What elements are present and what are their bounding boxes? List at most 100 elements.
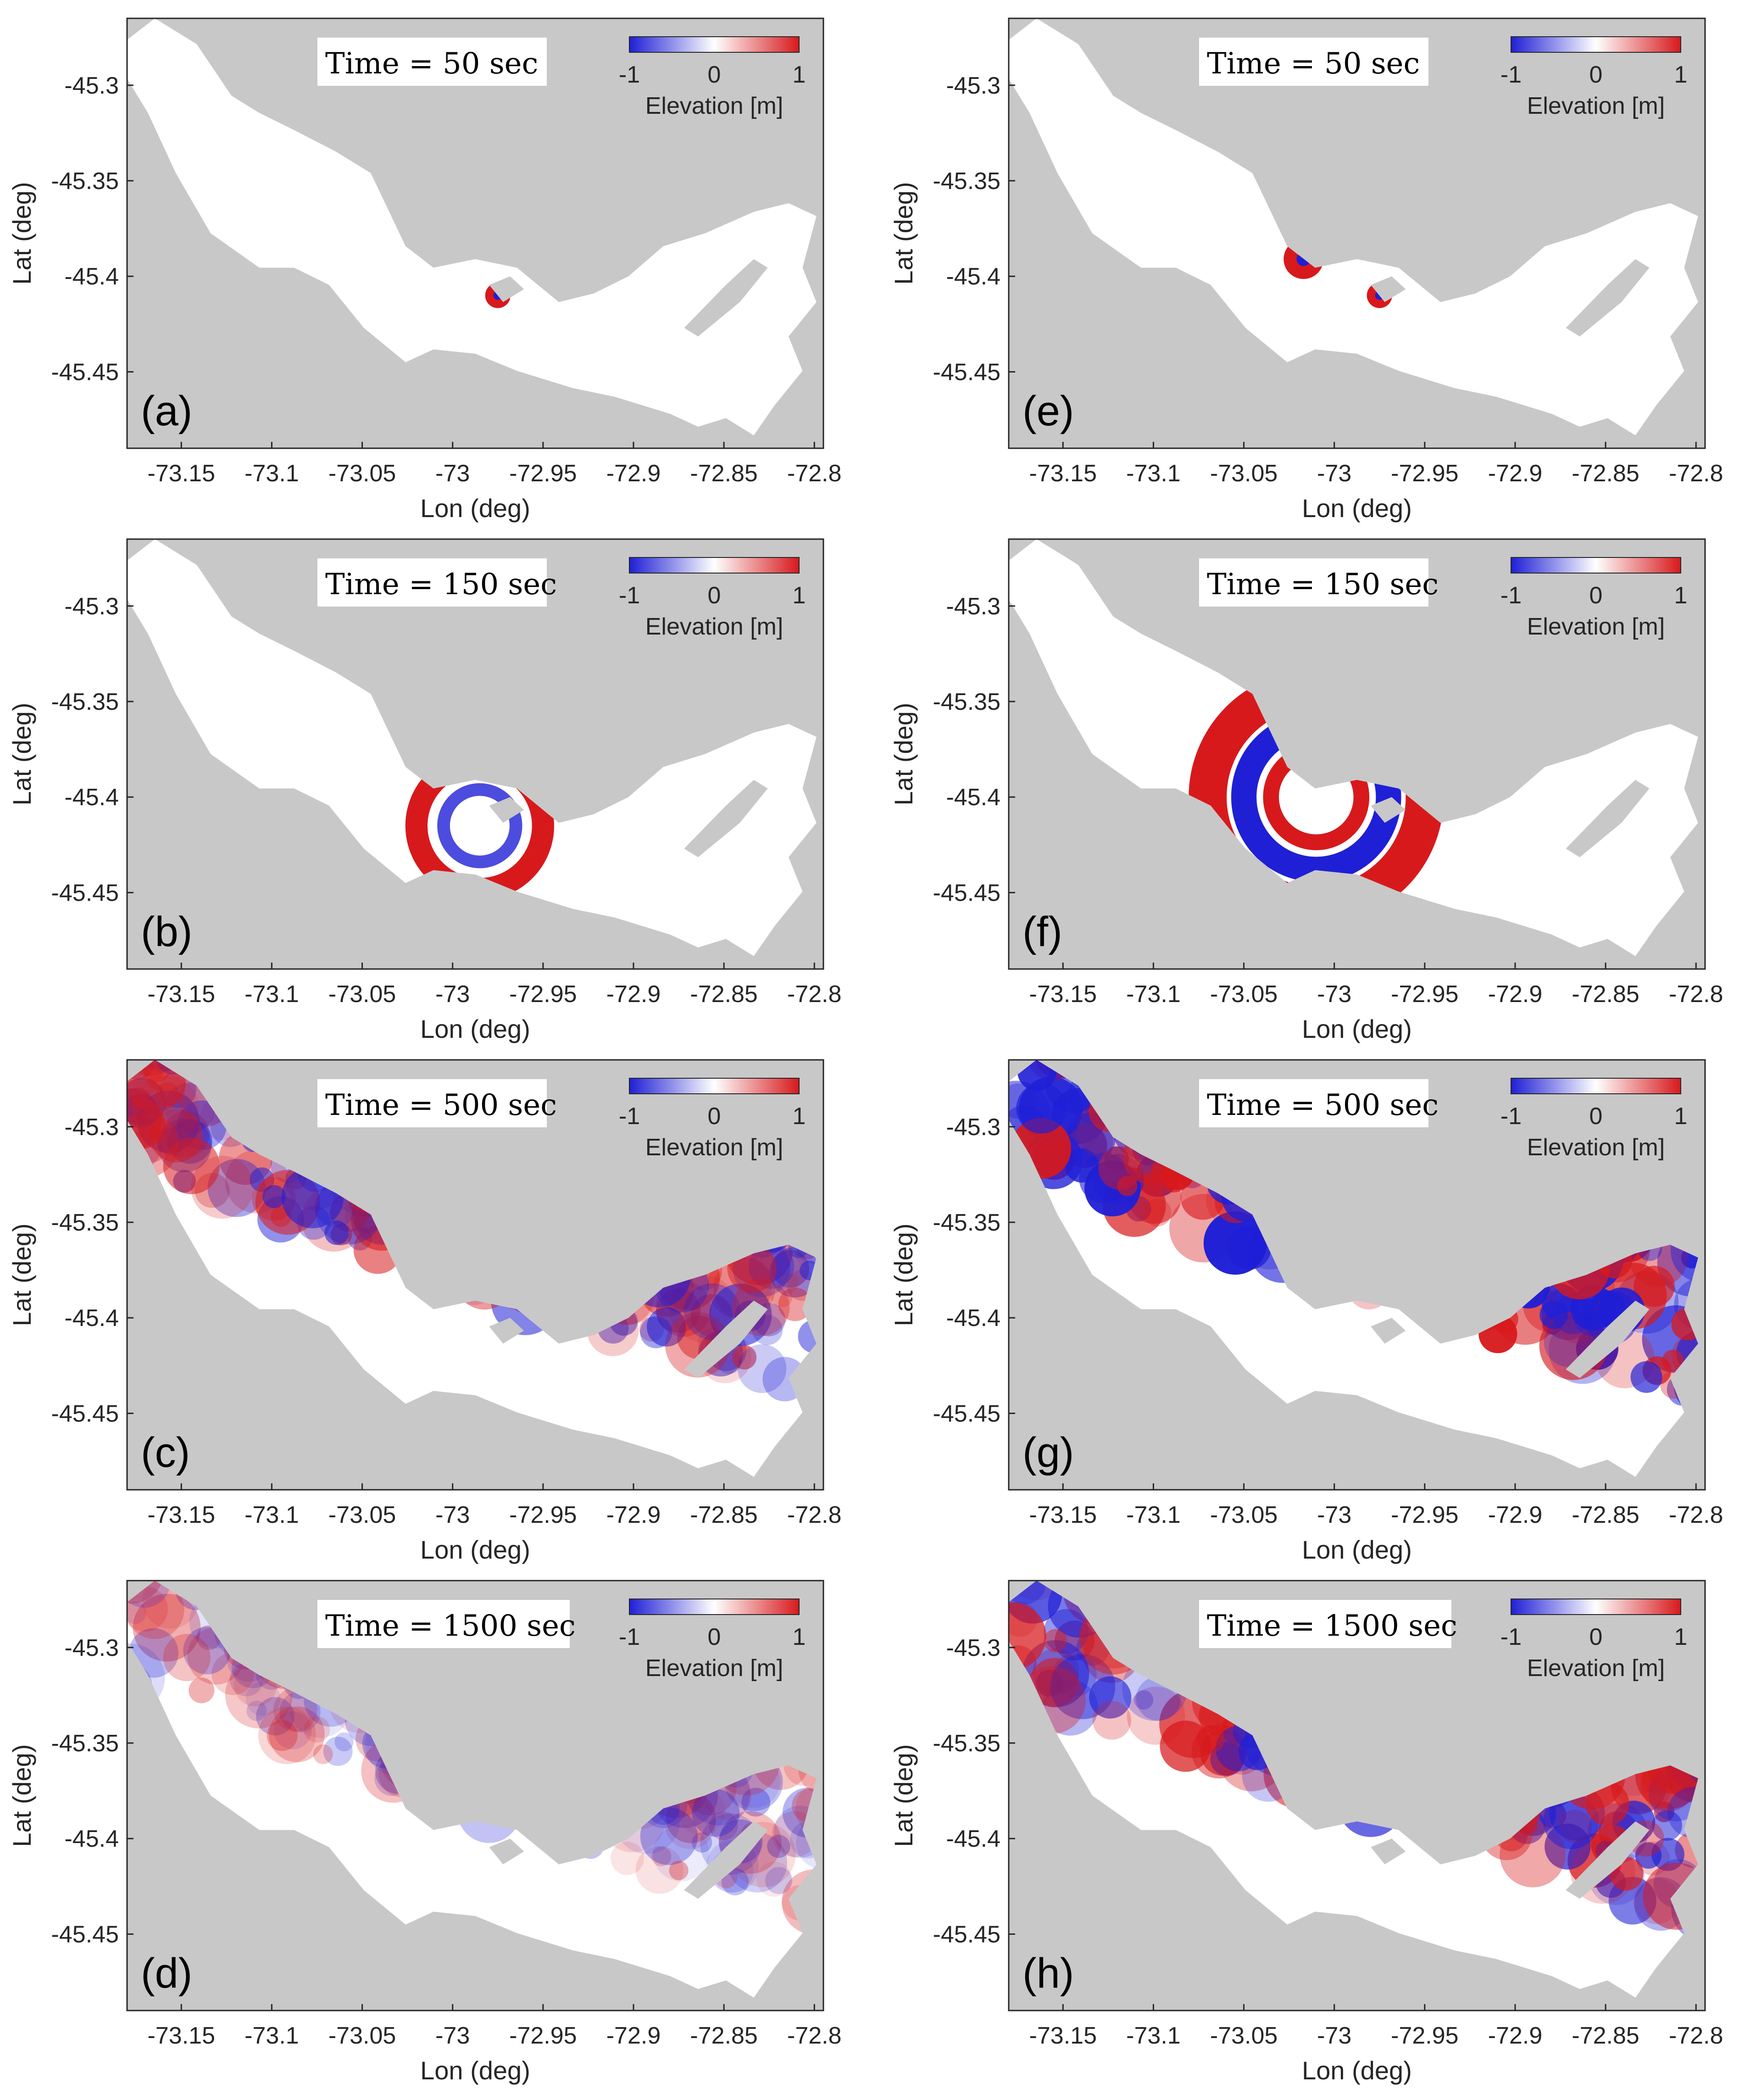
elevation-blob	[640, 1807, 698, 1865]
x-tick-label: -72.95	[509, 981, 577, 1008]
x-tick-label: -73.05	[1210, 2022, 1278, 2049]
elevation-blob	[1092, 1701, 1132, 1740]
elevation-blob	[709, 1811, 738, 1840]
colorbar-tick: 0	[1589, 1103, 1603, 1130]
time-label-box	[1199, 38, 1428, 86]
x-tick-label: -73	[1317, 1502, 1351, 1528]
elevation-blob	[127, 1601, 146, 1624]
island	[489, 276, 524, 302]
panel-label: (g)	[1022, 1429, 1074, 1476]
colorbar-tick: -1	[1500, 1624, 1522, 1650]
y-axis-label: Lat (deg)	[889, 702, 918, 805]
x-tick-label: -73.05	[328, 981, 396, 1008]
elevation-blob	[245, 1681, 281, 1716]
elevation-blob	[279, 1691, 321, 1732]
elevation-blob	[767, 1834, 790, 1858]
island	[1371, 276, 1406, 302]
x-tick-label: -72.95	[1391, 2022, 1458, 2049]
x-tick-label: -73	[435, 460, 470, 487]
elevation-blob	[778, 1272, 799, 1293]
y-tick-label: -45.35	[933, 168, 1000, 195]
x-tick-label: -72.95	[509, 460, 577, 487]
x-tick-label: -72.9	[606, 460, 661, 487]
elevation-blob	[1134, 1690, 1154, 1710]
colorbar-tick: 0	[708, 1103, 721, 1130]
x-tick-label: -73.1	[244, 981, 299, 1008]
y-tick-label: -45.35	[51, 1209, 119, 1236]
y-axis-label: Lat (deg)	[7, 702, 36, 805]
colorbar: -1 0 1 Elevation [m]	[1500, 557, 1687, 640]
colorbar-tick: -1	[1500, 1103, 1522, 1130]
colorbar-label: Elevation [m]	[1527, 1134, 1665, 1161]
colorbar-tick: -1	[1500, 582, 1522, 609]
elevation-blob	[749, 1243, 794, 1289]
elevation-blob	[721, 1868, 749, 1895]
island	[1566, 780, 1650, 858]
elevation-blob	[1539, 1301, 1568, 1329]
colorbar-tick: 0	[1589, 1624, 1603, 1650]
x-tick-label: -72.9	[606, 1502, 661, 1528]
elevation-blob	[741, 1788, 771, 1817]
x-tick-label: -72.95	[509, 2022, 577, 2049]
colorbar-tick: 1	[793, 582, 806, 609]
colorbar-tick: 1	[793, 1103, 806, 1130]
y-tick-label: -45.45	[51, 1921, 119, 1948]
x-tick-label: -73.15	[148, 981, 215, 1008]
y-tick-label: -45.45	[933, 359, 1000, 385]
colorbar-gradient	[629, 1599, 800, 1615]
axes-frame	[126, 1059, 824, 1491]
y-axis-label: Lat (deg)	[889, 1744, 918, 1847]
elevation-blob	[1044, 1629, 1067, 1653]
x-axis-label: Lon (deg)	[420, 494, 530, 523]
x-tick-label: -73.15	[1029, 2022, 1097, 2049]
lake-water	[127, 539, 817, 956]
x-tick-label: -73.1	[244, 2022, 299, 2049]
time-label-text: Time = 50 sec	[325, 47, 538, 81]
y-tick-label: -45.4	[64, 1826, 119, 1852]
elevation-blob	[323, 1737, 353, 1766]
elevation-blob	[1026, 1010, 1069, 1053]
time-label: Time = 50 sec	[317, 38, 547, 86]
elevation-blob	[1117, 1175, 1138, 1196]
panel-label: (c)	[141, 1429, 190, 1476]
elevation-blob	[1083, 1060, 1124, 1062]
x-tick-label: -72.9	[1488, 1502, 1543, 1528]
panel-label: (a)	[141, 388, 192, 434]
time-label: Time = 1500 sec	[317, 1600, 576, 1648]
elevation-blob	[653, 1825, 710, 1882]
colorbar-tick: 1	[793, 61, 806, 88]
x-tick-label: -73.1	[1126, 1502, 1181, 1528]
elevation-blob	[765, 1867, 793, 1894]
y-tick-label: -45.35	[51, 689, 119, 715]
y-tick-label: -45.3	[946, 593, 1000, 620]
elevation-blob	[207, 1159, 266, 1217]
y-tick-label: -45.3	[946, 1635, 1000, 1661]
y-tick-label: -45.3	[946, 1114, 1000, 1141]
elevation-blob	[313, 1744, 333, 1764]
elevation-blob	[304, 1716, 330, 1743]
x-tick-label: -72.8	[787, 2022, 842, 2049]
y-tick-label: -45.3	[64, 1635, 119, 1661]
x-tick-label: -73.15	[148, 460, 215, 487]
elevation-blob	[1196, 1725, 1225, 1753]
y-tick-label: -45.35	[933, 689, 1000, 715]
axes-frame	[1008, 17, 1706, 449]
panel-e: -73.15 -73.1 -73.05 -73 -72.95 -72.9 -72.85 -72…	[889, 17, 1723, 523]
y-tick-label: -45.4	[946, 784, 1000, 811]
panel-c: -73.15 -73.1 -73.05 -73 -72.95 -72.9 -72.85 -72…	[7, 1059, 842, 1564]
lake-water	[127, 1060, 817, 1477]
elevation-blob	[334, 1732, 354, 1752]
elevation-blob	[269, 1706, 325, 1762]
x-tick-label: -73	[1317, 981, 1351, 1008]
colorbar-label: Elevation [m]	[1527, 1655, 1665, 1682]
time-label: Time = 150 sec	[317, 558, 557, 607]
elevation-blob	[771, 1286, 793, 1308]
axes-frame	[1008, 538, 1706, 970]
time-label-box	[317, 1079, 547, 1127]
elevation-blob	[1049, 1540, 1085, 1576]
y-axis-label: Lat (deg)	[889, 1223, 918, 1326]
x-tick-label: -72.9	[1488, 460, 1543, 487]
x-tick-label: -72.8	[1669, 460, 1723, 487]
axes-frame	[126, 17, 824, 449]
y-tick-label: -45.35	[933, 1730, 1000, 1757]
